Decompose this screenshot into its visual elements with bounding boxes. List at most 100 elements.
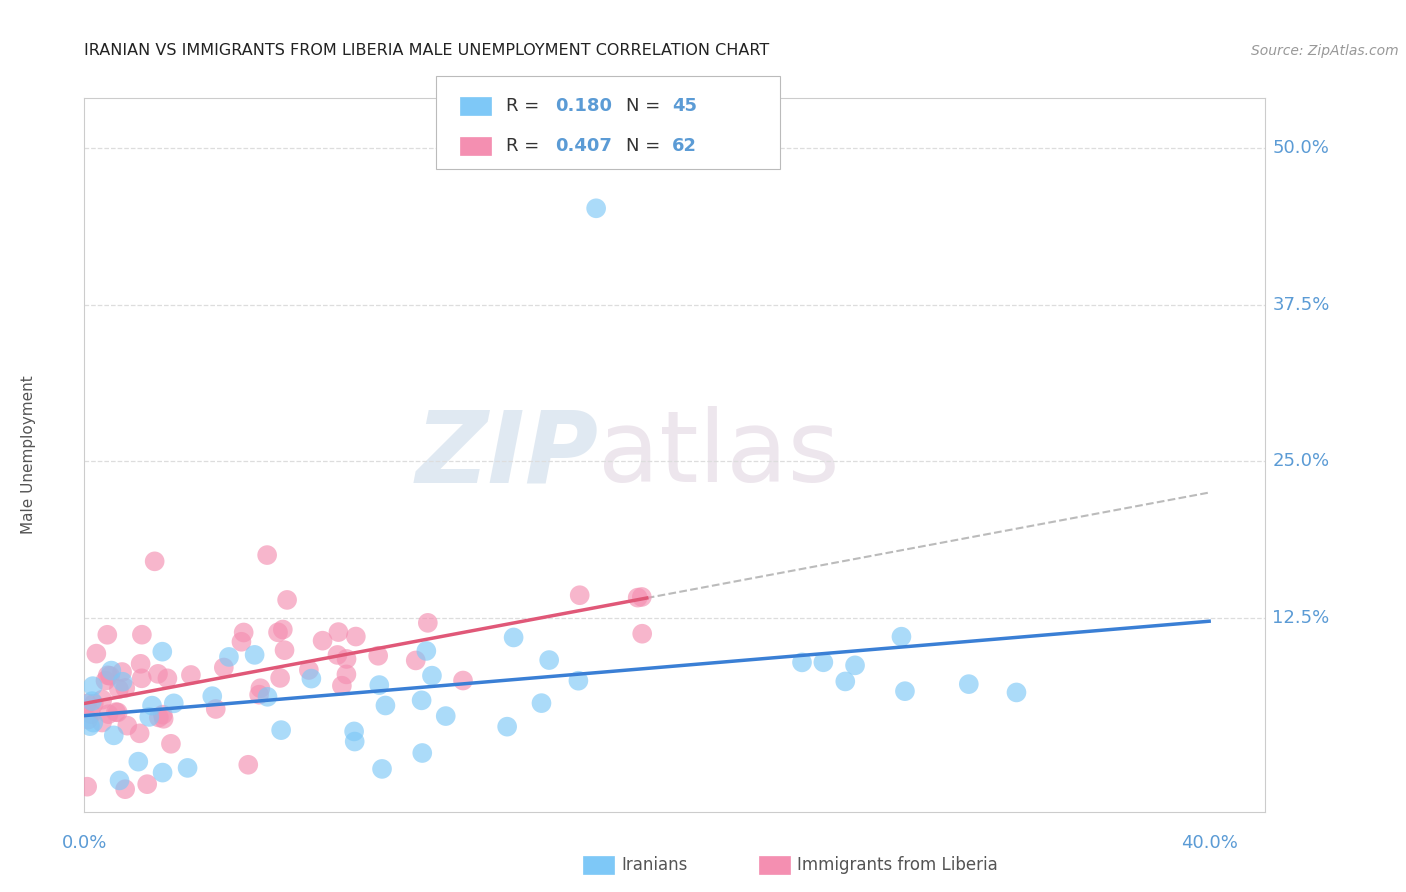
Text: N =: N = — [626, 96, 665, 115]
Text: 25.0%: 25.0% — [1272, 452, 1330, 470]
Point — [890, 630, 912, 644]
Point — [231, 634, 253, 648]
Point — [335, 667, 357, 681]
Point — [148, 710, 170, 724]
Text: 0.0%: 0.0% — [62, 834, 107, 852]
Text: Source: ZipAtlas.com: Source: ZipAtlas.com — [1251, 44, 1399, 58]
Text: 40.0%: 40.0% — [1181, 834, 1237, 852]
Point — [256, 548, 278, 562]
Point — [103, 728, 125, 742]
Point — [343, 734, 366, 748]
Text: Male Unemployment: Male Unemployment — [21, 376, 35, 534]
Text: N =: N = — [626, 137, 665, 155]
Point — [97, 668, 120, 682]
Point — [451, 673, 474, 688]
Point — [567, 673, 589, 688]
Point — [111, 665, 134, 679]
Point — [434, 709, 457, 723]
Point — [152, 712, 174, 726]
Text: 37.5%: 37.5% — [1272, 295, 1330, 314]
Point — [180, 668, 202, 682]
Point — [114, 681, 136, 695]
Point — [238, 757, 260, 772]
Point — [136, 777, 159, 791]
Point — [790, 656, 813, 670]
Point — [82, 679, 104, 693]
Point — [631, 626, 654, 640]
Point — [100, 664, 122, 678]
Point — [91, 692, 114, 706]
Point — [371, 762, 394, 776]
Point — [894, 684, 917, 698]
Point — [143, 554, 166, 568]
Point — [114, 782, 136, 797]
Point — [630, 590, 652, 604]
Point — [107, 706, 129, 720]
Point — [411, 693, 433, 707]
Point — [97, 707, 120, 722]
Point — [138, 710, 160, 724]
Point — [298, 663, 321, 677]
Point — [367, 648, 389, 663]
Point — [343, 724, 366, 739]
Text: Iranians: Iranians — [621, 856, 688, 874]
Point — [91, 715, 114, 730]
Point — [201, 689, 224, 703]
Point — [243, 648, 266, 662]
Point — [218, 649, 240, 664]
Point — [108, 773, 131, 788]
Point — [108, 682, 131, 697]
Point — [585, 202, 607, 216]
Point — [98, 669, 121, 683]
Point — [411, 746, 433, 760]
Point — [502, 631, 524, 645]
Point — [420, 668, 443, 682]
Point — [111, 674, 134, 689]
Point — [311, 633, 333, 648]
Point — [530, 696, 553, 710]
Text: ZIP: ZIP — [415, 407, 598, 503]
Text: 0.407: 0.407 — [555, 137, 612, 155]
Text: 12.5%: 12.5% — [1272, 608, 1330, 627]
Point — [344, 630, 367, 644]
Point — [568, 588, 591, 602]
Point — [141, 698, 163, 713]
Text: 50.0%: 50.0% — [1272, 139, 1329, 157]
Point — [269, 671, 291, 685]
Point — [80, 694, 103, 708]
Point — [150, 645, 173, 659]
Point — [267, 625, 290, 640]
Text: R =: R = — [506, 137, 546, 155]
Point — [146, 666, 169, 681]
Point — [330, 679, 353, 693]
Point — [117, 719, 139, 733]
Point — [256, 690, 278, 704]
Point — [957, 677, 980, 691]
Point — [94, 673, 117, 688]
Point — [176, 761, 198, 775]
Point — [368, 678, 391, 692]
Point — [405, 653, 427, 667]
Point — [1005, 685, 1028, 699]
Point — [76, 697, 98, 711]
Point — [128, 726, 150, 740]
Text: 0.180: 0.180 — [555, 96, 613, 115]
Point — [80, 707, 103, 722]
Point — [335, 652, 357, 666]
Point — [299, 672, 322, 686]
Point — [86, 647, 108, 661]
Point — [76, 780, 98, 794]
Point — [232, 625, 254, 640]
Point — [496, 720, 519, 734]
Point — [415, 644, 437, 658]
Point — [326, 648, 349, 662]
Point — [844, 658, 866, 673]
Text: IRANIAN VS IMMIGRANTS FROM LIBERIA MALE UNEMPLOYMENT CORRELATION CHART: IRANIAN VS IMMIGRANTS FROM LIBERIA MALE … — [84, 43, 769, 58]
Point — [627, 591, 650, 605]
Point — [129, 657, 152, 671]
Text: atlas: atlas — [598, 407, 839, 503]
Point — [538, 653, 561, 667]
Point — [249, 681, 271, 696]
Point — [204, 702, 226, 716]
Point — [152, 765, 174, 780]
